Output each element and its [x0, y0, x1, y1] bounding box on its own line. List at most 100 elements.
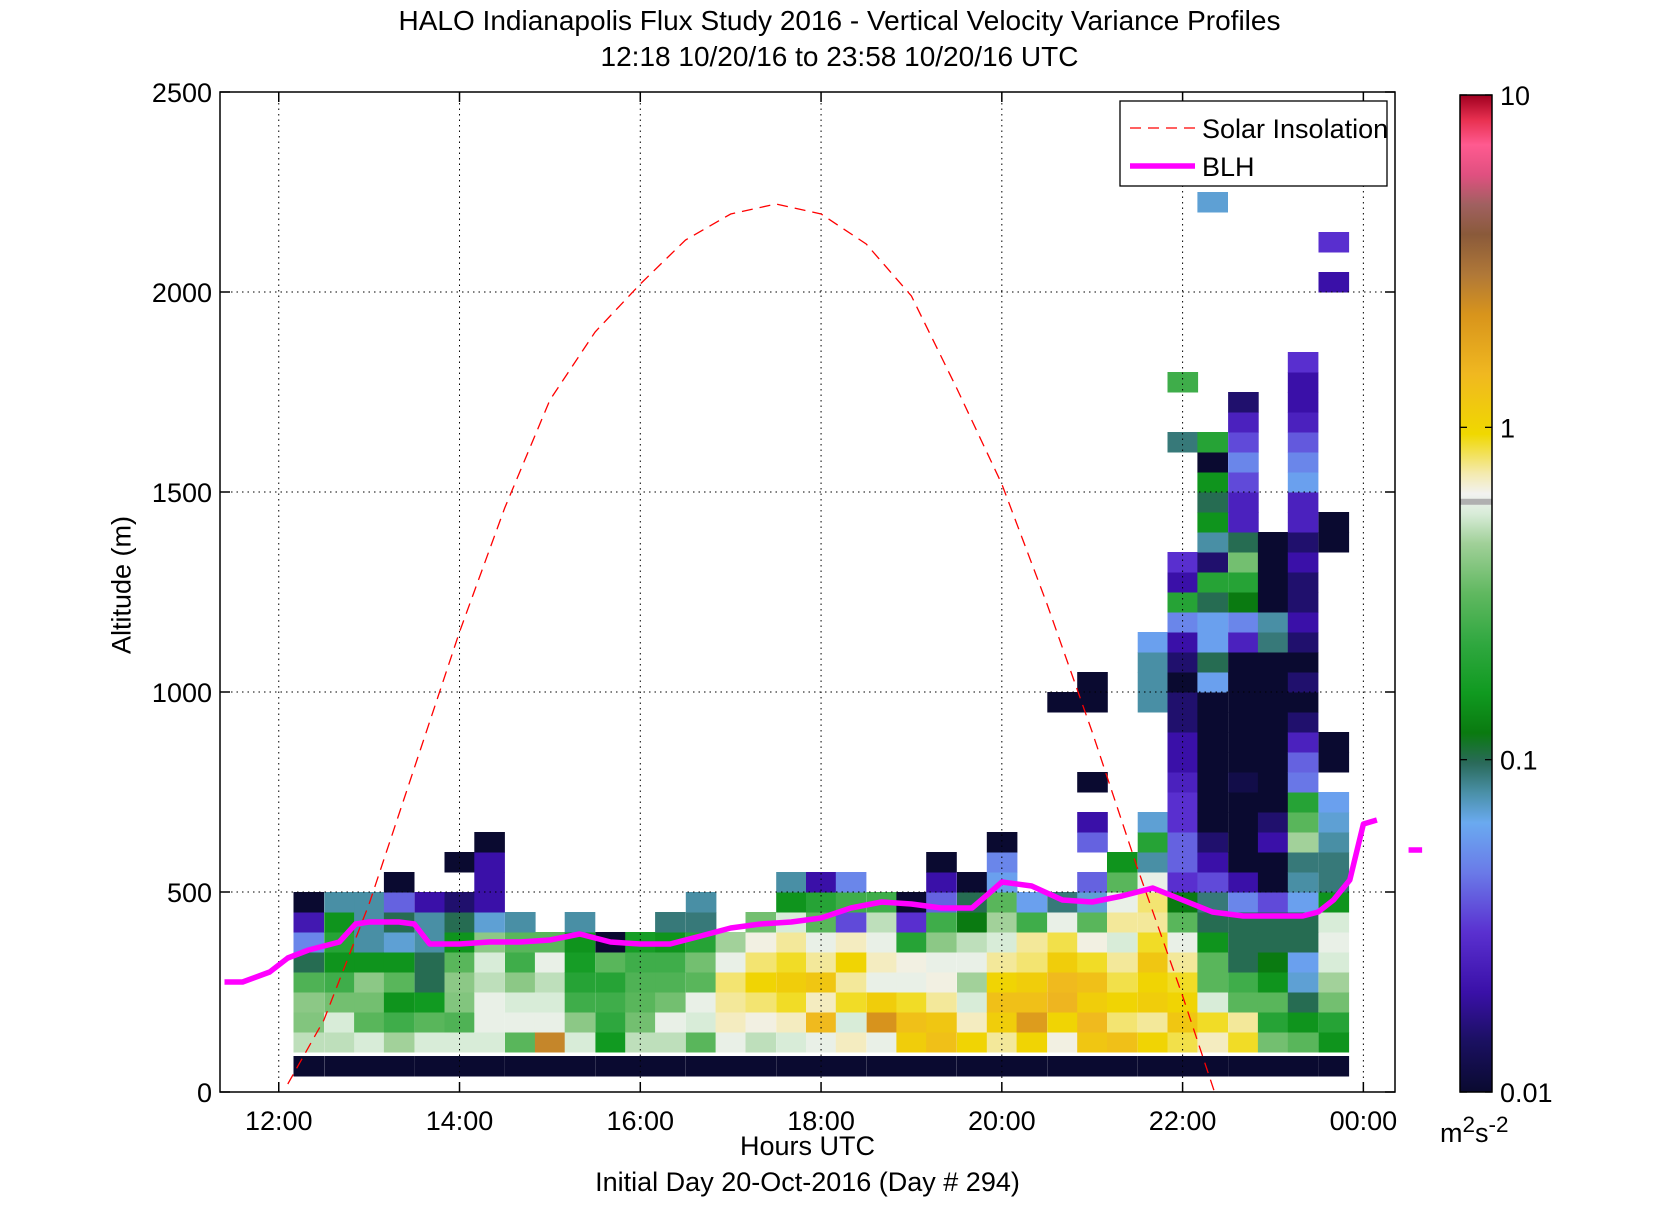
- heatmap-cell: [1257, 652, 1289, 673]
- heatmap-cell: [1107, 852, 1138, 873]
- heatmap-cell: [1318, 832, 1350, 853]
- heatmap-cell: [1167, 712, 1199, 733]
- heatmap-cell: [1287, 372, 1319, 393]
- heatmap-cell: [957, 932, 988, 953]
- heatmap-cell: [835, 912, 867, 933]
- heatmap-cell: [1137, 832, 1169, 853]
- heatmap-cell: [1228, 732, 1259, 753]
- heatmap-cell: [896, 1056, 927, 1077]
- heatmap-cell: [1228, 1012, 1259, 1033]
- heatmap-cell: [745, 952, 777, 973]
- heatmap-cell: [505, 912, 536, 933]
- heatmap-cell: [1257, 632, 1289, 653]
- heatmap-cell: [1137, 1012, 1169, 1033]
- heatmap-cell: [835, 1056, 867, 1077]
- heatmap-cell: [1167, 832, 1199, 853]
- heatmap-cell: [1197, 532, 1228, 553]
- heatmap-cell: [1287, 932, 1319, 953]
- heatmap-cell: [1197, 972, 1228, 993]
- heatmap-cell: [1257, 792, 1289, 813]
- heatmap-cell: [1197, 752, 1228, 773]
- heatmap-cell: [1228, 772, 1259, 793]
- heatmap-cell: [414, 1032, 446, 1053]
- heatmap-cell: [1287, 452, 1319, 473]
- x-tick-label: 22:00: [1149, 1106, 1217, 1136]
- heatmap-cell: [1257, 1032, 1289, 1053]
- heatmap-cell: [986, 1032, 1018, 1053]
- heatmap-cell: [655, 1032, 686, 1053]
- heatmap-cell: [1167, 432, 1199, 453]
- heatmap-cell: [1318, 912, 1350, 933]
- heatmap-cell: [776, 932, 807, 953]
- heatmap-cell: [1228, 432, 1259, 453]
- heatmap-cell: [896, 1012, 927, 1033]
- heatmap-cell: [1257, 772, 1289, 793]
- heatmap-cell: [1197, 612, 1228, 633]
- x-tick-label: 00:00: [1330, 1106, 1398, 1136]
- heatmap-cell: [776, 952, 807, 973]
- heatmap-cell: [1137, 912, 1169, 933]
- heatmap-cell: [1016, 952, 1048, 973]
- heatmap-cell: [1016, 912, 1048, 933]
- x-tick-label: 12:00: [245, 1106, 313, 1136]
- heatmap-cell: [1228, 692, 1259, 713]
- heatmap-cell: [1077, 1012, 1108, 1033]
- heatmap-cell: [1197, 572, 1228, 593]
- heatmap-cell: [1287, 612, 1319, 633]
- y-axis-label: Altitude (m): [106, 515, 137, 655]
- heatmap-cell: [534, 1012, 566, 1033]
- heatmap-cell: [1047, 972, 1078, 993]
- heatmap-cell: [414, 952, 446, 973]
- heatmap-cell: [1318, 752, 1350, 773]
- heatmap-cell: [1197, 692, 1228, 713]
- heatmap-cell: [1107, 1056, 1138, 1077]
- heatmap-cell: [986, 972, 1018, 993]
- heatmap-cell: [1287, 432, 1319, 453]
- heatmap-cell: [293, 952, 325, 973]
- heatmap-cell: [1167, 972, 1199, 993]
- heatmap-cell: [806, 872, 837, 893]
- heatmap-cell: [1197, 792, 1228, 813]
- heatmap-cell: [1137, 1032, 1169, 1053]
- heatmap-cell: [474, 992, 505, 1013]
- heatmap-cell: [1228, 392, 1259, 413]
- heatmap-cell: [444, 1032, 476, 1053]
- heatmap-cell: [1287, 552, 1319, 573]
- heatmap-cell: [564, 952, 596, 973]
- heatmap-cell: [1077, 692, 1108, 713]
- heatmap-cell: [414, 892, 446, 913]
- heatmap-cell: [1167, 652, 1199, 673]
- heatmap-cell: [1228, 672, 1259, 693]
- heatmap-cell: [926, 932, 957, 953]
- legend: Solar Insolation BLH: [1119, 100, 1388, 187]
- legend-box: [1119, 100, 1388, 187]
- heatmap-cell: [1167, 612, 1199, 633]
- heatmap-cell: [505, 972, 536, 993]
- heatmap-cell: [1016, 992, 1048, 1013]
- heatmap-cell: [957, 992, 988, 1013]
- heatmap-cell: [776, 972, 807, 993]
- heatmap-cell: [1137, 852, 1169, 873]
- heatmap-cell: [1257, 932, 1289, 953]
- heatmap-cell: [1197, 192, 1228, 213]
- heatmap-cell: [1167, 552, 1199, 573]
- x-axis-label: Hours UTC: [739, 1131, 875, 1161]
- heatmap-cell: [1228, 752, 1259, 773]
- heatmap-cell: [926, 1012, 957, 1033]
- heatmap-cell: [1318, 792, 1350, 813]
- heatmap-cell: [1197, 952, 1228, 973]
- heatmap-cell: [1287, 872, 1319, 893]
- heatmap-cell: [474, 952, 505, 973]
- heatmap-cell: [324, 912, 355, 933]
- heatmap-cell: [866, 952, 898, 973]
- heatmap-cell: [1287, 752, 1319, 773]
- heatmap-cell: [896, 952, 927, 973]
- heatmap-cell: [1167, 872, 1199, 893]
- heatmap-cell: [1228, 832, 1259, 853]
- heatmap-cell: [835, 1032, 867, 1053]
- heatmap-cell: [957, 952, 988, 973]
- heatmap-cell: [1287, 412, 1319, 433]
- heatmap-cell: [1167, 772, 1199, 793]
- heatmap-cell: [866, 1056, 898, 1077]
- heatmap-cell: [1197, 652, 1228, 673]
